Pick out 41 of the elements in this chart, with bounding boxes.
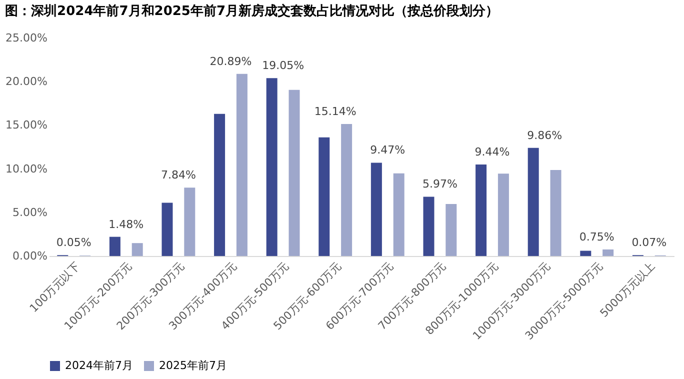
bar: [528, 148, 539, 256]
y-tick-label: 20.00%: [6, 75, 48, 88]
bar: [132, 243, 143, 256]
bar: [393, 173, 404, 256]
bar: [476, 164, 487, 256]
bar: [550, 170, 562, 256]
bar: [446, 204, 457, 256]
bar: [236, 74, 248, 256]
data-label: 7.84%: [160, 168, 196, 182]
y-tick-label: 15.00%: [6, 118, 48, 132]
bar: [162, 202, 173, 256]
legend-label: 2024年前7月: [65, 359, 133, 372]
bar: [423, 196, 434, 256]
data-label: 0.07%: [632, 236, 667, 250]
data-label: 1.48%: [108, 218, 144, 231]
bar: [498, 174, 509, 256]
y-tick-label: 0.00%: [12, 250, 48, 262]
bar: [580, 250, 592, 256]
y-tick-label: 25.00%: [6, 32, 48, 44]
bar: [288, 90, 300, 256]
data-label: 0.05%: [56, 236, 92, 250]
bar: [602, 249, 614, 256]
y-tick-label: 5.00%: [12, 206, 48, 219]
data-label: 19.05%: [262, 59, 304, 72]
data-label: 0.75%: [579, 230, 614, 244]
bar: [341, 124, 352, 256]
data-label: 15.14%: [314, 104, 356, 118]
data-label: 9.44%: [474, 145, 510, 158]
bar: [318, 137, 330, 256]
bar: [109, 236, 120, 256]
chart-title: 图：深圳2024年前7月和2025年前7月新房成交套数占比情况对比（按总价段划分）: [5, 3, 499, 19]
data-label: 9.86%: [527, 128, 562, 142]
data-label: 9.47%: [370, 144, 406, 157]
bar: [370, 162, 382, 256]
bar: [214, 114, 226, 256]
legend-label: 2025年前7月: [159, 359, 227, 372]
bar: [266, 78, 278, 256]
bar: [184, 188, 196, 256]
data-label: 20.89%: [210, 54, 252, 68]
y-tick-label: 10.00%: [6, 162, 48, 176]
data-label: 5.97%: [422, 178, 458, 191]
